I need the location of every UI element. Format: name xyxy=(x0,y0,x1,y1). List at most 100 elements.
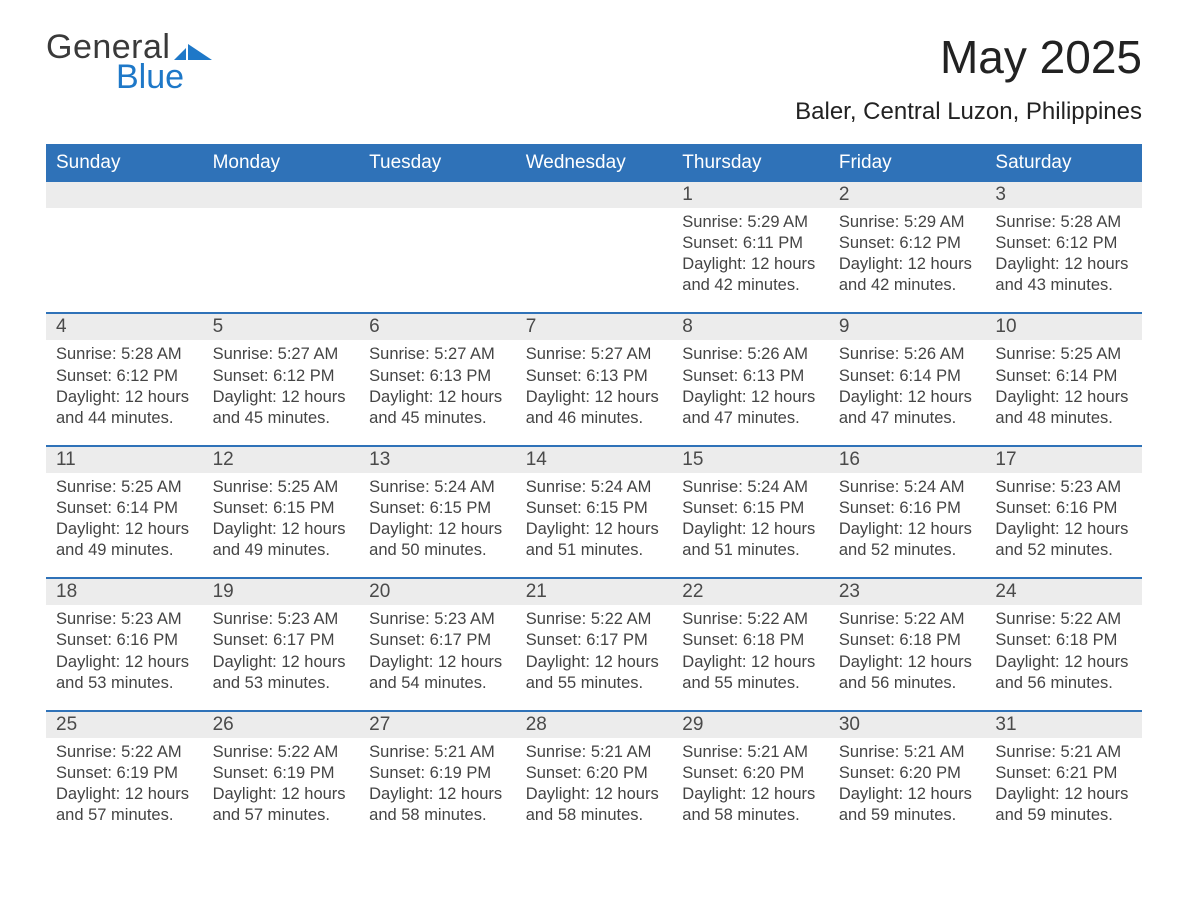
day-number: 16 xyxy=(829,447,986,473)
empty-cell xyxy=(516,208,673,312)
empty-cell xyxy=(203,208,360,312)
day-number: 14 xyxy=(516,447,673,473)
day-number: 25 xyxy=(46,712,203,738)
sunset-text: Sunset: 6:13 PM xyxy=(369,366,506,387)
sunrise-text: Sunrise: 5:22 AM xyxy=(995,609,1132,630)
empty-cell xyxy=(203,182,360,208)
day-cell: Sunrise: 5:22 AMSunset: 6:18 PMDaylight:… xyxy=(672,605,829,709)
sunset-text: Sunset: 6:12 PM xyxy=(995,233,1132,254)
sunset-text: Sunset: 6:15 PM xyxy=(526,498,663,519)
calendar: Sunday Monday Tuesday Wednesday Thursday… xyxy=(46,144,1142,842)
day-number: 3 xyxy=(985,182,1142,208)
daylight-text: Daylight: 12 hours and 58 minutes. xyxy=(369,784,506,826)
sunset-text: Sunset: 6:12 PM xyxy=(839,233,976,254)
daylight-text: Daylight: 12 hours and 57 minutes. xyxy=(213,784,350,826)
day-number: 17 xyxy=(985,447,1142,473)
sunset-text: Sunset: 6:15 PM xyxy=(369,498,506,519)
day-number: 2 xyxy=(829,182,986,208)
daylight-text: Daylight: 12 hours and 52 minutes. xyxy=(995,519,1132,561)
sunset-text: Sunset: 6:19 PM xyxy=(56,763,193,784)
empty-cell xyxy=(46,208,203,312)
weeks-container: 123Sunrise: 5:29 AMSunset: 6:11 PMDaylig… xyxy=(46,182,1142,842)
day-number: 26 xyxy=(203,712,360,738)
daylight-text: Daylight: 12 hours and 45 minutes. xyxy=(369,387,506,429)
day-number: 31 xyxy=(985,712,1142,738)
day-number: 7 xyxy=(516,314,673,340)
daylight-text: Daylight: 12 hours and 51 minutes. xyxy=(526,519,663,561)
day-cell: Sunrise: 5:25 AMSunset: 6:15 PMDaylight:… xyxy=(203,473,360,577)
sunset-text: Sunset: 6:20 PM xyxy=(526,763,663,784)
day-detail-row: Sunrise: 5:23 AMSunset: 6:16 PMDaylight:… xyxy=(46,605,1142,709)
day-cell: Sunrise: 5:28 AMSunset: 6:12 PMDaylight:… xyxy=(46,340,203,444)
sunset-text: Sunset: 6:13 PM xyxy=(682,366,819,387)
day-number: 21 xyxy=(516,579,673,605)
brand-word-2: Blue xyxy=(116,60,184,94)
daylight-text: Daylight: 12 hours and 46 minutes. xyxy=(526,387,663,429)
daylight-text: Daylight: 12 hours and 43 minutes. xyxy=(995,254,1132,296)
day-number: 30 xyxy=(829,712,986,738)
sunset-text: Sunset: 6:14 PM xyxy=(56,498,193,519)
day-cell: Sunrise: 5:21 AMSunset: 6:20 PMDaylight:… xyxy=(672,738,829,842)
day-number-row: 25262728293031 xyxy=(46,710,1142,738)
sunset-text: Sunset: 6:17 PM xyxy=(369,630,506,651)
weekday-header: Saturday xyxy=(985,144,1142,182)
sunset-text: Sunset: 6:16 PM xyxy=(995,498,1132,519)
day-cell: Sunrise: 5:23 AMSunset: 6:17 PMDaylight:… xyxy=(359,605,516,709)
sunrise-text: Sunrise: 5:21 AM xyxy=(995,742,1132,763)
sunset-text: Sunset: 6:19 PM xyxy=(369,763,506,784)
day-number: 15 xyxy=(672,447,829,473)
weekday-header-row: Sunday Monday Tuesday Wednesday Thursday… xyxy=(46,144,1142,182)
day-cell: Sunrise: 5:28 AMSunset: 6:12 PMDaylight:… xyxy=(985,208,1142,312)
day-number: 13 xyxy=(359,447,516,473)
weekday-header: Friday xyxy=(829,144,986,182)
day-cell: Sunrise: 5:24 AMSunset: 6:16 PMDaylight:… xyxy=(829,473,986,577)
day-cell: Sunrise: 5:25 AMSunset: 6:14 PMDaylight:… xyxy=(46,473,203,577)
day-cell: Sunrise: 5:21 AMSunset: 6:19 PMDaylight:… xyxy=(359,738,516,842)
daylight-text: Daylight: 12 hours and 48 minutes. xyxy=(995,387,1132,429)
sunrise-text: Sunrise: 5:21 AM xyxy=(369,742,506,763)
daylight-text: Daylight: 12 hours and 47 minutes. xyxy=(839,387,976,429)
day-number: 19 xyxy=(203,579,360,605)
sunset-text: Sunset: 6:11 PM xyxy=(682,233,819,254)
sunrise-text: Sunrise: 5:26 AM xyxy=(682,344,819,365)
day-number: 22 xyxy=(672,579,829,605)
sunrise-text: Sunrise: 5:22 AM xyxy=(526,609,663,630)
location-subtitle: Baler, Central Luzon, Philippines xyxy=(795,98,1142,126)
sunrise-text: Sunrise: 5:22 AM xyxy=(682,609,819,630)
page-root: General Blue May 2025 Baler, Central Luz… xyxy=(0,0,1188,862)
daylight-text: Daylight: 12 hours and 44 minutes. xyxy=(56,387,193,429)
sunrise-text: Sunrise: 5:23 AM xyxy=(369,609,506,630)
day-number: 10 xyxy=(985,314,1142,340)
daylight-text: Daylight: 12 hours and 59 minutes. xyxy=(995,784,1132,826)
daylight-text: Daylight: 12 hours and 58 minutes. xyxy=(682,784,819,826)
daylight-text: Daylight: 12 hours and 50 minutes. xyxy=(369,519,506,561)
day-cell: Sunrise: 5:23 AMSunset: 6:16 PMDaylight:… xyxy=(985,473,1142,577)
sunrise-text: Sunrise: 5:22 AM xyxy=(56,742,193,763)
day-cell: Sunrise: 5:21 AMSunset: 6:20 PMDaylight:… xyxy=(829,738,986,842)
day-cell: Sunrise: 5:23 AMSunset: 6:17 PMDaylight:… xyxy=(203,605,360,709)
sunset-text: Sunset: 6:17 PM xyxy=(526,630,663,651)
day-cell: Sunrise: 5:22 AMSunset: 6:17 PMDaylight:… xyxy=(516,605,673,709)
day-number-row: 45678910 xyxy=(46,312,1142,340)
sunrise-text: Sunrise: 5:24 AM xyxy=(682,477,819,498)
daylight-text: Daylight: 12 hours and 53 minutes. xyxy=(213,652,350,694)
sunset-text: Sunset: 6:14 PM xyxy=(995,366,1132,387)
weekday-header: Tuesday xyxy=(359,144,516,182)
sunset-text: Sunset: 6:12 PM xyxy=(213,366,350,387)
sunset-text: Sunset: 6:18 PM xyxy=(995,630,1132,651)
day-number: 1 xyxy=(672,182,829,208)
sunrise-text: Sunrise: 5:22 AM xyxy=(839,609,976,630)
day-cell: Sunrise: 5:27 AMSunset: 6:12 PMDaylight:… xyxy=(203,340,360,444)
sunset-text: Sunset: 6:18 PM xyxy=(682,630,819,651)
empty-cell xyxy=(46,182,203,208)
weekday-header: Monday xyxy=(203,144,360,182)
day-cell: Sunrise: 5:24 AMSunset: 6:15 PMDaylight:… xyxy=(516,473,673,577)
day-cell: Sunrise: 5:27 AMSunset: 6:13 PMDaylight:… xyxy=(359,340,516,444)
daylight-text: Daylight: 12 hours and 51 minutes. xyxy=(682,519,819,561)
day-detail-row: Sunrise: 5:28 AMSunset: 6:12 PMDaylight:… xyxy=(46,340,1142,444)
weekday-header: Wednesday xyxy=(516,144,673,182)
sunrise-text: Sunrise: 5:21 AM xyxy=(526,742,663,763)
day-cell: Sunrise: 5:24 AMSunset: 6:15 PMDaylight:… xyxy=(359,473,516,577)
day-cell: Sunrise: 5:22 AMSunset: 6:18 PMDaylight:… xyxy=(985,605,1142,709)
daylight-text: Daylight: 12 hours and 42 minutes. xyxy=(682,254,819,296)
